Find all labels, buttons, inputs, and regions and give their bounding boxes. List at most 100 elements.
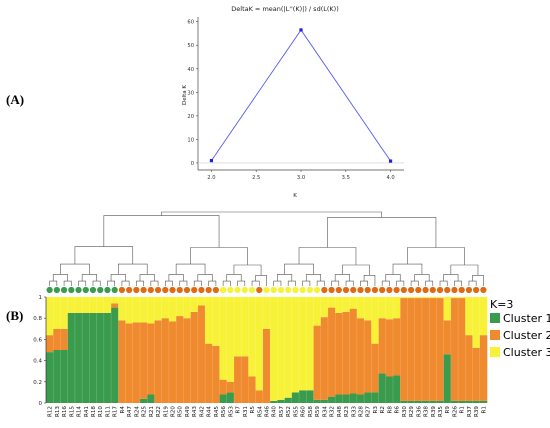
dendrogram-branch bbox=[92, 280, 101, 286]
category-label: R60 bbox=[301, 406, 307, 417]
cluster-dot bbox=[75, 286, 82, 294]
bar-segment bbox=[212, 345, 220, 403]
bar-segment bbox=[385, 319, 394, 377]
bar-segment bbox=[248, 376, 256, 403]
bar-segment bbox=[118, 320, 126, 403]
bar-segment bbox=[226, 381, 235, 393]
bar-segment bbox=[342, 394, 350, 403]
y-tick-label: 0.4 bbox=[33, 359, 42, 365]
category-label: R56 bbox=[221, 406, 227, 417]
cluster-dot bbox=[263, 286, 270, 294]
cluster-dot bbox=[82, 286, 89, 294]
category-label: R23 bbox=[344, 406, 350, 417]
category-label: R50 bbox=[178, 406, 184, 417]
category-label: R16 bbox=[62, 406, 68, 417]
cluster-dot bbox=[386, 286, 393, 294]
bar-segment bbox=[60, 328, 68, 350]
bar-segment bbox=[255, 297, 264, 391]
bar-segment bbox=[349, 297, 358, 309]
y-tick-label: 40 bbox=[187, 67, 194, 73]
cluster-dot bbox=[241, 286, 248, 294]
cluster-dot bbox=[53, 286, 60, 294]
category-label: R25 bbox=[142, 406, 148, 417]
dendrogram-branch bbox=[439, 280, 448, 286]
bar-segment bbox=[82, 297, 90, 313]
bar-segment bbox=[443, 320, 452, 355]
cluster-dot bbox=[429, 286, 436, 294]
category-label: R43 bbox=[192, 406, 198, 417]
x-axis-label: K bbox=[293, 193, 297, 199]
cluster-dot bbox=[162, 286, 169, 294]
category-label: R8 bbox=[387, 406, 393, 414]
category-label: R22 bbox=[156, 406, 162, 417]
category-label: R20 bbox=[171, 406, 177, 417]
bar-segment bbox=[320, 317, 329, 400]
bar-segment bbox=[176, 297, 184, 317]
bar-segment bbox=[46, 297, 54, 336]
bar-segment bbox=[176, 316, 184, 403]
dendrogram-branch bbox=[139, 274, 155, 282]
bar-segment bbox=[291, 392, 300, 403]
cluster-dot bbox=[393, 286, 400, 294]
bar-segment bbox=[233, 297, 242, 357]
cluster-dot bbox=[133, 286, 140, 294]
bar-segment bbox=[226, 297, 235, 382]
category-label: R34 bbox=[322, 406, 328, 417]
category-label: R6 bbox=[395, 406, 401, 414]
y-axis-label: Delta K bbox=[182, 85, 188, 105]
bar-segment bbox=[219, 394, 228, 403]
bar-segment bbox=[378, 373, 387, 403]
dendrogram-branch bbox=[381, 280, 390, 286]
dendrogram-branch bbox=[425, 280, 434, 286]
cluster-dot bbox=[285, 286, 292, 294]
dendrogram-branch bbox=[327, 217, 437, 248]
category-label: R5 bbox=[250, 406, 256, 414]
category-label: R17 bbox=[113, 406, 119, 417]
category-label: R44 bbox=[207, 406, 213, 417]
dendrogram-branch bbox=[150, 280, 159, 286]
cluster-dot bbox=[400, 286, 407, 294]
dendrogram-branch bbox=[107, 280, 115, 286]
bar-segment bbox=[472, 347, 481, 401]
cluster-dot bbox=[205, 286, 212, 294]
cluster-dot bbox=[473, 286, 480, 294]
series-line bbox=[209, 28, 393, 163]
bar-segment bbox=[385, 376, 394, 403]
bar-segment bbox=[371, 343, 379, 393]
axes bbox=[196, 17, 404, 172]
bar-segment bbox=[465, 400, 473, 403]
panel-label-a: (A) bbox=[6, 92, 24, 107]
y-axis: 0 0.2 0.4 0.6 0.8 1 bbox=[33, 295, 47, 407]
bar-segment bbox=[147, 323, 155, 395]
bar-segment bbox=[132, 322, 141, 403]
legend-swatch bbox=[490, 330, 500, 340]
cluster-dot bbox=[407, 286, 415, 294]
cluster-dot bbox=[444, 286, 451, 294]
cluster-dot bbox=[436, 286, 444, 294]
bar-segment bbox=[125, 297, 134, 324]
cluster-dot bbox=[198, 286, 205, 294]
category-label: R24 bbox=[134, 406, 140, 417]
bar-segment bbox=[53, 350, 61, 403]
dendrogram-branch bbox=[396, 280, 405, 286]
cluster-dot bbox=[212, 286, 219, 294]
bar-segment bbox=[205, 343, 213, 403]
bar-segment bbox=[356, 297, 365, 319]
dendrogram-branch bbox=[443, 274, 459, 282]
cluster-dot bbox=[270, 286, 277, 294]
dendrogram-branch bbox=[103, 215, 220, 248]
category-label: R57 bbox=[279, 406, 285, 417]
dendrogram-branch bbox=[407, 247, 465, 265]
dendrogram-branch bbox=[273, 280, 282, 286]
deltak-line bbox=[211, 29, 391, 162]
category-label: R7 bbox=[236, 406, 242, 414]
bar-segment bbox=[378, 318, 387, 374]
bar-segment bbox=[96, 297, 105, 313]
bar-segment bbox=[479, 400, 488, 403]
cluster-dot bbox=[350, 286, 357, 294]
bar-segment bbox=[74, 297, 83, 313]
category-label: R45 bbox=[214, 406, 220, 417]
y-tick-label: 0.2 bbox=[33, 380, 42, 386]
category-label: R18 bbox=[91, 406, 97, 417]
dendrogram-branch bbox=[168, 274, 184, 282]
